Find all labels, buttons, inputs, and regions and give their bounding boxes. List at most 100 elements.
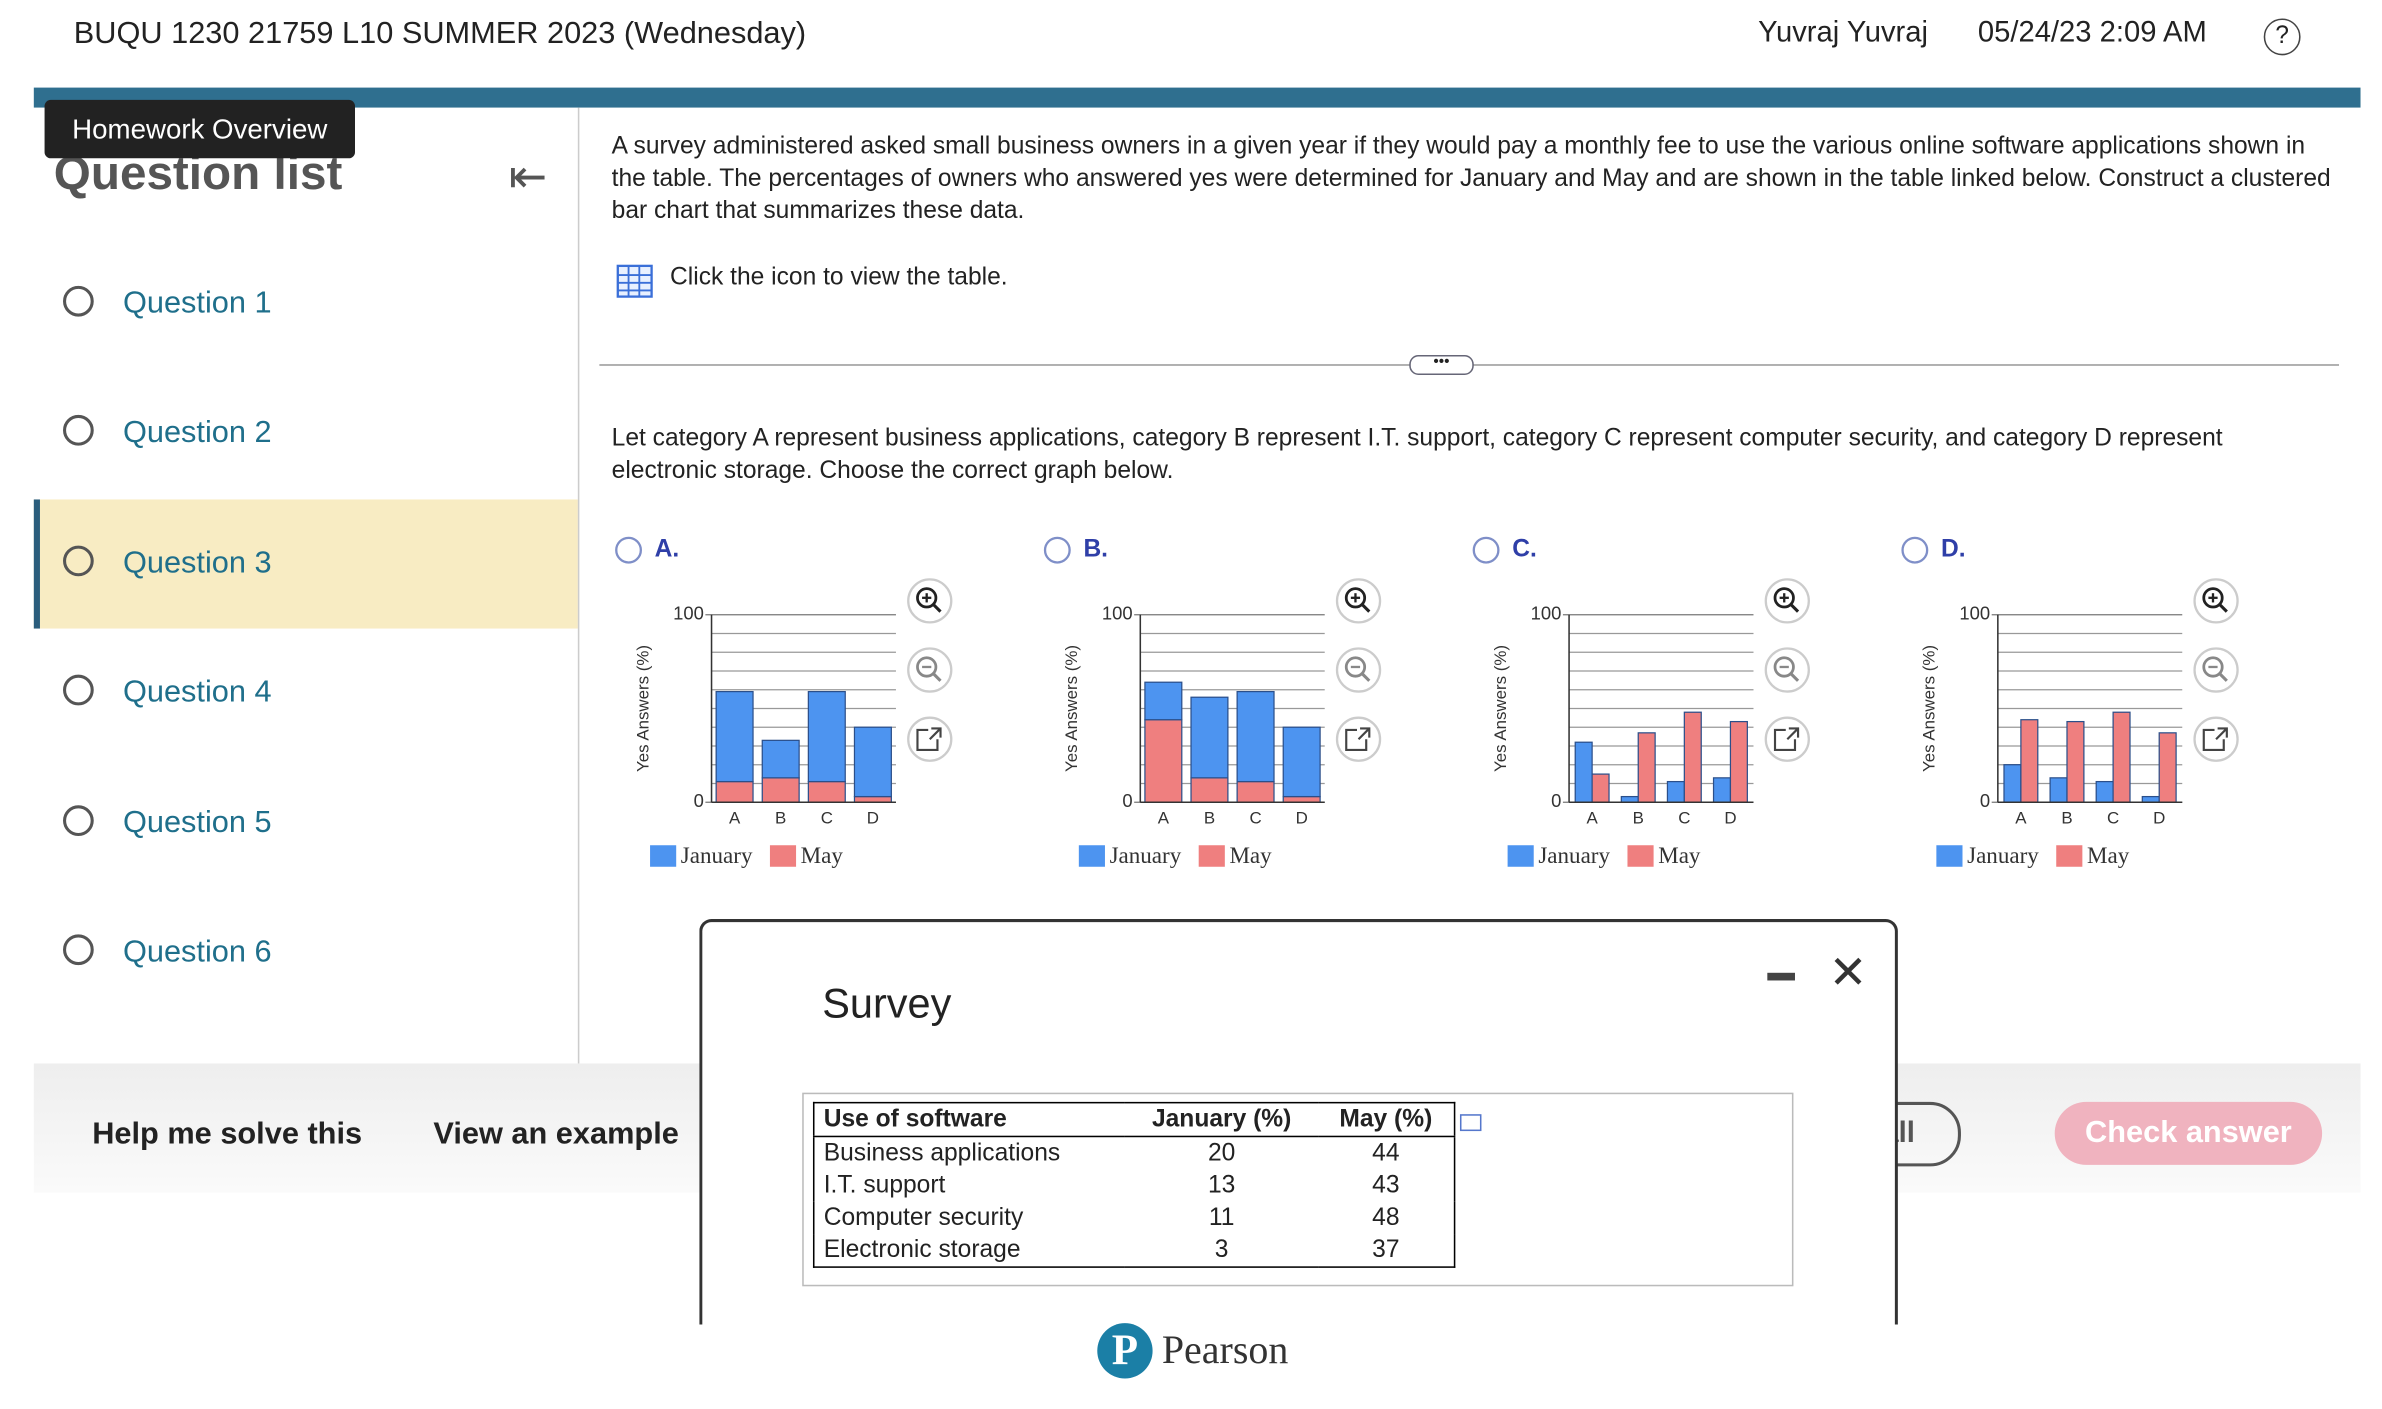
question-item[interactable]: Question 6 bbox=[34, 888, 578, 1017]
table-cell: Computer security bbox=[823, 1204, 1024, 1231]
bar bbox=[2020, 719, 2039, 803]
x-tick-label: A bbox=[1158, 809, 1170, 828]
question-item[interactable]: Question 3 bbox=[34, 499, 578, 628]
tool-glyph bbox=[2218, 672, 2228, 682]
collapse-button[interactable]: ⇤ bbox=[508, 152, 548, 203]
help-icon[interactable]: ? bbox=[2263, 18, 2301, 56]
example-button[interactable]: View an example bbox=[433, 1117, 679, 1152]
table-header: May (%) bbox=[1317, 1102, 1455, 1138]
y-tick-label: 100 bbox=[1959, 603, 1990, 624]
question-label: Question 6 bbox=[122, 935, 272, 969]
bar bbox=[2141, 795, 2160, 803]
y-axis-label: Yes Answers (%) bbox=[1062, 645, 1081, 772]
bar bbox=[853, 795, 892, 803]
table-header: Use of software bbox=[813, 1102, 1126, 1138]
legend-label: May bbox=[1229, 842, 1272, 868]
close-button[interactable]: ✕ bbox=[1828, 948, 1868, 999]
bar bbox=[715, 780, 754, 803]
minimize-button[interactable] bbox=[1767, 972, 1795, 981]
modal-title: Survey bbox=[822, 980, 952, 1027]
x-tick-label: A bbox=[1586, 809, 1598, 828]
y-axis-label: Yes Answers (%) bbox=[1920, 645, 1939, 772]
y-tick-label: 0 bbox=[1551, 790, 1561, 811]
tool-glyph bbox=[916, 656, 938, 678]
table-frame: Use of software January (%) May (%) Busines… bbox=[802, 1092, 1794, 1287]
option-label: B. bbox=[1083, 536, 1108, 563]
bar bbox=[1574, 741, 1593, 803]
option-radio[interactable] bbox=[1901, 536, 1929, 564]
help-button[interactable]: Help me solve this bbox=[92, 1117, 363, 1152]
x-tick-label: B bbox=[1204, 809, 1215, 828]
legend-swatch bbox=[1078, 845, 1105, 867]
chart-tool[interactable] bbox=[907, 578, 953, 624]
question-item[interactable]: Question 4 bbox=[34, 629, 578, 758]
check-button[interactable]: Check answer bbox=[2054, 1101, 2323, 1165]
popout-icon[interactable] bbox=[1459, 1114, 1482, 1132]
chart-tool[interactable] bbox=[1335, 578, 1382, 624]
option-radio[interactable] bbox=[615, 536, 642, 564]
tool-glyph bbox=[1773, 656, 1795, 678]
radio bbox=[63, 674, 94, 706]
legend-label: May bbox=[2087, 842, 2130, 868]
bar bbox=[2112, 711, 2131, 803]
bar bbox=[2066, 720, 2085, 803]
legend-label: May bbox=[801, 842, 844, 868]
table-cell: 13 bbox=[1207, 1172, 1236, 1199]
option-radio[interactable] bbox=[1472, 536, 1500, 564]
option-radio[interactable] bbox=[1043, 536, 1071, 564]
legend-label: January bbox=[1110, 842, 1182, 868]
chart-tool[interactable] bbox=[2193, 578, 2239, 624]
question-item[interactable]: Question 1 bbox=[34, 240, 578, 369]
y-tick-label: 100 bbox=[1531, 603, 1562, 624]
table-row: Computer security 11 48 bbox=[814, 1202, 1455, 1234]
bar bbox=[1712, 777, 1732, 803]
tool-glyph bbox=[1773, 727, 1800, 752]
bar bbox=[807, 690, 846, 783]
bar bbox=[2158, 732, 2177, 803]
radio bbox=[63, 285, 94, 317]
chart-tool[interactable] bbox=[1764, 647, 1810, 693]
datetime: 05/24/23 2:09 AM bbox=[1977, 16, 2207, 50]
radio bbox=[63, 804, 94, 836]
radio bbox=[63, 545, 94, 576]
radio bbox=[63, 934, 94, 966]
pearson-logo: P bbox=[1097, 1323, 1153, 1379]
chart-tool[interactable] bbox=[1335, 647, 1382, 693]
table-link[interactable]: Click the icon to view the table. bbox=[670, 264, 1008, 291]
chart-tool[interactable] bbox=[1764, 578, 1810, 624]
chart-tool[interactable] bbox=[2193, 647, 2239, 693]
course-title: BUQU 1230 21759 L10 SUMMER 2023 (Wednesd… bbox=[73, 16, 807, 51]
question-item[interactable]: Question 2 bbox=[34, 369, 578, 498]
y-tick-label: 0 bbox=[1980, 790, 1990, 811]
table-cell: 37 bbox=[1372, 1237, 1400, 1264]
bar bbox=[807, 780, 846, 803]
bar bbox=[1591, 773, 1610, 803]
legend-swatch bbox=[1507, 845, 1534, 867]
x-tick-label: C bbox=[1249, 809, 1261, 828]
expand-handle[interactable]: ••• bbox=[1409, 354, 1474, 375]
bar bbox=[1236, 690, 1275, 783]
legend-swatch bbox=[1936, 845, 1963, 867]
data-table: Use of software January (%) May (%) Busines… bbox=[812, 1101, 1456, 1268]
bar bbox=[1236, 780, 1275, 803]
user-name: Yuvraj Yuvraj bbox=[1758, 16, 1929, 50]
question-item[interactable]: Question 5 bbox=[34, 759, 578, 888]
table-cell: I.T. support bbox=[823, 1172, 946, 1199]
svg-text:P: P bbox=[1112, 1327, 1138, 1374]
y-tick-label: 0 bbox=[694, 790, 704, 811]
bar bbox=[1282, 726, 1321, 798]
tool-glyph bbox=[1344, 656, 1367, 678]
legend-swatch bbox=[1627, 845, 1654, 867]
divider bbox=[577, 107, 580, 1064]
tool-glyph bbox=[1344, 587, 1367, 609]
question-label: Question 2 bbox=[122, 416, 272, 451]
table-icon[interactable] bbox=[616, 264, 653, 298]
chart-tool[interactable] bbox=[907, 647, 953, 693]
legend-label: January bbox=[681, 842, 753, 868]
bar bbox=[761, 777, 800, 803]
top-bar bbox=[33, 87, 2361, 108]
option-label: A. bbox=[655, 536, 680, 563]
bar bbox=[1144, 681, 1183, 721]
bar bbox=[1683, 711, 1702, 803]
bar bbox=[2049, 777, 2068, 803]
